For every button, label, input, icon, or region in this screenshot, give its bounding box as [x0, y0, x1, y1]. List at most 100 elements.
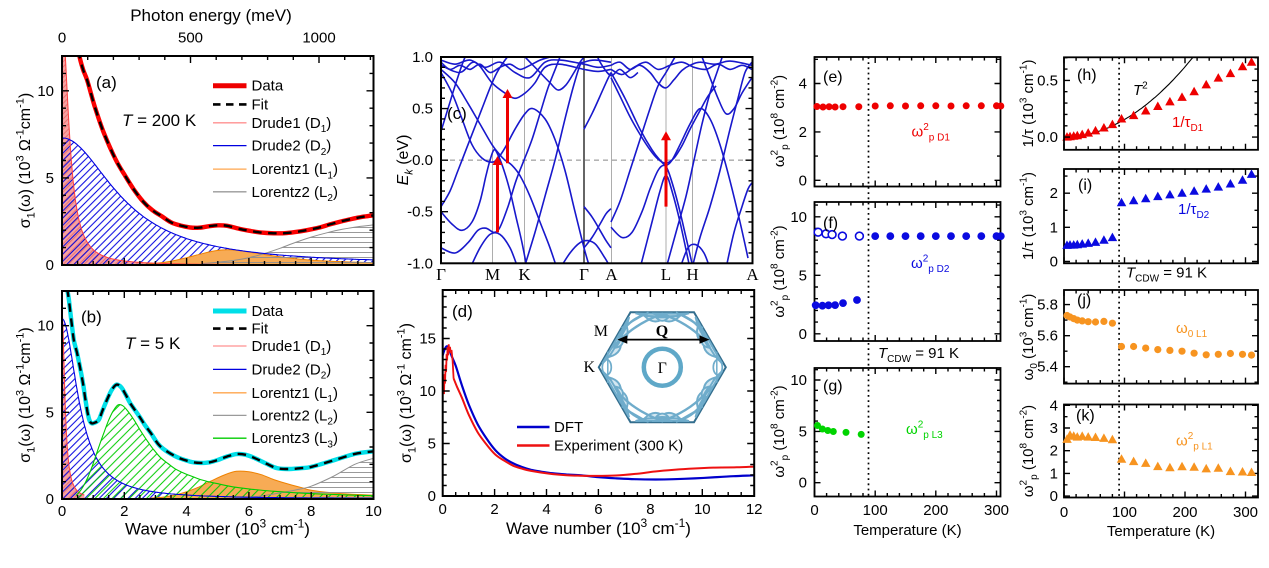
svg-text:K: K [518, 265, 531, 284]
svg-text:(e): (e) [823, 69, 843, 86]
svg-text:Wave number (103 cm-1): Wave number (103 cm-1) [125, 516, 310, 538]
svg-text:Q: Q [656, 323, 668, 340]
svg-text:Drude2 (D2): Drude2 (D2) [252, 361, 332, 381]
svg-text:L: L [661, 265, 671, 284]
svg-text:K: K [583, 359, 595, 376]
svg-text:10: 10 [790, 372, 807, 389]
svg-text:H: H [686, 265, 698, 284]
svg-text:Γ: Γ [579, 265, 589, 284]
svg-text:5: 5 [799, 267, 807, 284]
svg-text:Lorentz1 (L1): Lorentz1 (L1) [252, 161, 338, 181]
svg-text:Photon energy (meV): Photon energy (meV) [130, 6, 292, 25]
svg-text:Lorentz2 (L2): Lorentz2 (L2) [252, 407, 338, 427]
svg-text:10: 10 [419, 383, 436, 400]
svg-text:2: 2 [1050, 443, 1058, 460]
svg-text:4: 4 [1050, 397, 1058, 414]
svg-text:(j): (j) [1077, 292, 1091, 309]
svg-text:0: 0 [58, 30, 66, 47]
svg-text:2: 2 [120, 503, 128, 520]
svg-text:Fit: Fit [252, 321, 269, 338]
svg-text:2: 2 [799, 124, 807, 141]
svg-text:σ1(ω) (103 Ω-1cm-1): σ1(ω) (103 Ω-1cm-1) [14, 327, 37, 462]
svg-text:5.4: 5.4 [1037, 359, 1058, 376]
svg-text:3: 3 [1050, 420, 1058, 437]
svg-text:1.0: 1.0 [412, 49, 433, 66]
svg-text:ω0 (103 cm-1): ω0 (103 cm-1) [1019, 294, 1040, 381]
svg-text:10: 10 [37, 318, 54, 335]
svg-text:0.5: 0.5 [412, 101, 433, 118]
svg-text:Ek (eV): Ek (eV) [395, 135, 416, 186]
svg-text:σ1(ω) (103 Ω-1 cm-1): σ1(ω) (103 Ω-1 cm-1) [395, 323, 418, 463]
svg-text:(f): (f) [823, 215, 838, 232]
svg-text:Wave number (103 cm-1): Wave number (103 cm-1) [506, 516, 691, 538]
svg-text:ω0 L1: ω0 L1 [1176, 320, 1208, 340]
svg-text:Temperature (K): Temperature (K) [853, 522, 961, 539]
svg-text:Drude1 (D1): Drude1 (D1) [252, 115, 332, 135]
svg-text:100: 100 [863, 502, 888, 519]
svg-text:0: 0 [58, 503, 66, 520]
svg-text:TCDW = 91 K: TCDW = 91 K [1126, 265, 1207, 285]
svg-text:Fit: Fit [252, 96, 269, 113]
svg-text:0: 0 [799, 172, 807, 189]
svg-text:1: 1 [1050, 465, 1058, 482]
svg-text:Lorentz3 (L3): Lorentz3 (L3) [252, 430, 338, 450]
svg-text:ω2p D2: ω2p D2 [911, 254, 950, 276]
svg-text:(c): (c) [447, 104, 467, 123]
svg-text:T = 200 K: T = 200 K [122, 111, 197, 130]
svg-text:1/τD2: 1/τD2 [1178, 201, 1210, 221]
svg-text:500: 500 [178, 30, 203, 47]
svg-text:(b): (b) [81, 308, 102, 327]
svg-text:10: 10 [365, 503, 382, 520]
svg-text:15: 15 [419, 331, 436, 348]
svg-text:Drude2 (D2): Drude2 (D2) [252, 138, 332, 158]
svg-text:0: 0 [1050, 488, 1058, 505]
svg-text:ω2p (108 cm-2): ω2p (108 cm-2) [770, 385, 792, 477]
svg-text:(h): (h) [1077, 67, 1097, 84]
svg-text:2: 2 [490, 501, 498, 518]
svg-text:0.0: 0.0 [412, 152, 433, 169]
svg-text:5.6: 5.6 [1037, 328, 1058, 345]
svg-text:1000: 1000 [302, 30, 335, 47]
svg-text:5: 5 [428, 436, 436, 453]
svg-text:TCDW = 91 K: TCDW = 91 K [878, 345, 959, 365]
svg-text:ω2p (108 cm-2): ω2p (108 cm-2) [770, 225, 792, 317]
svg-text:200: 200 [1172, 504, 1197, 521]
svg-text:1: 1 [1050, 219, 1058, 236]
svg-text:0: 0 [799, 475, 807, 492]
svg-text:Γ: Γ [658, 360, 667, 377]
svg-text:ω2p (108 cm-2): ω2p (108 cm-2) [1019, 405, 1040, 497]
svg-text:Temperature (K): Temperature (K) [1107, 523, 1215, 540]
svg-text:6: 6 [245, 503, 253, 520]
svg-text:0: 0 [439, 501, 447, 518]
svg-text:T2: T2 [1133, 81, 1148, 99]
svg-text:(i): (i) [1078, 177, 1092, 194]
svg-text:Experiment (300 K): Experiment (300 K) [554, 438, 683, 455]
svg-text:(a): (a) [96, 73, 117, 92]
svg-text:8: 8 [307, 503, 315, 520]
svg-text:Lorentz1 (L1): Lorentz1 (L1) [252, 385, 338, 405]
svg-text:6: 6 [594, 501, 602, 518]
svg-text:4: 4 [542, 501, 550, 518]
svg-text:100: 100 [1112, 504, 1137, 521]
svg-text:Data: Data [252, 78, 284, 95]
svg-text:8: 8 [646, 501, 654, 518]
svg-text:1/τ (103 cm-1): 1/τ (103 cm-1) [1019, 60, 1037, 148]
svg-text:300: 300 [1233, 504, 1258, 521]
svg-text:Lorentz2 (L2): Lorentz2 (L2) [252, 184, 338, 204]
svg-text:0: 0 [46, 257, 54, 274]
svg-text:ω2p L3: ω2p L3 [906, 420, 943, 442]
svg-text:5: 5 [799, 423, 807, 440]
svg-text:-0.5: -0.5 [407, 204, 433, 221]
svg-text:5: 5 [46, 170, 54, 187]
svg-text:-1.0: -1.0 [407, 255, 433, 272]
svg-text:10: 10 [37, 83, 54, 100]
svg-text:(d): (d) [452, 302, 473, 321]
svg-text:1/τ (103 cm-1): 1/τ (103 cm-1) [1019, 172, 1037, 260]
svg-text:12: 12 [746, 501, 763, 518]
svg-text:0.5: 0.5 [1037, 72, 1058, 89]
svg-text:200: 200 [923, 502, 948, 519]
svg-text:0: 0 [46, 491, 54, 508]
svg-text:σ1(ω) (103 Ω-1cm-1): σ1(ω) (103 Ω-1cm-1) [14, 93, 37, 228]
svg-text:(g): (g) [823, 378, 843, 395]
svg-text:10: 10 [694, 501, 711, 518]
